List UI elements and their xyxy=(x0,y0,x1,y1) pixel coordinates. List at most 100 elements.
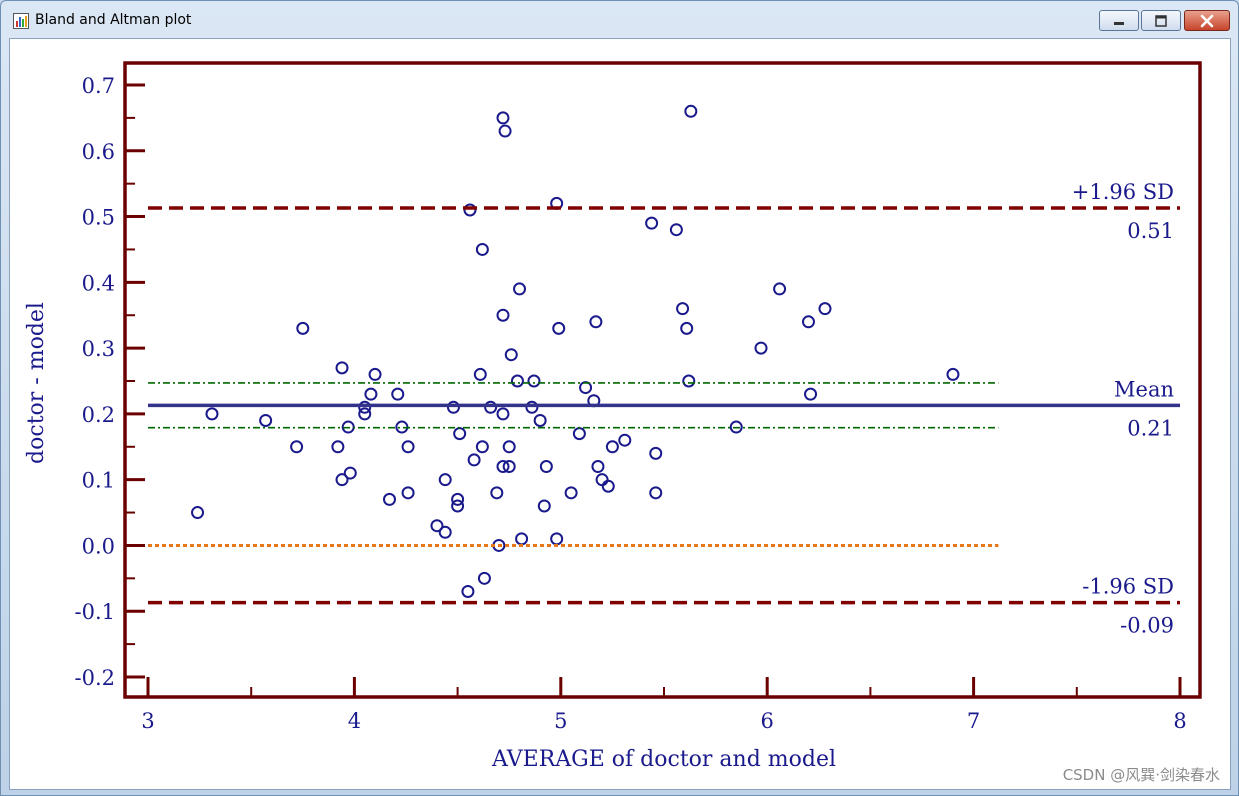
x-tick-label: 8 xyxy=(1173,709,1186,733)
data-point xyxy=(498,124,512,138)
data-point xyxy=(537,499,551,513)
data-point xyxy=(382,492,396,506)
close-icon xyxy=(1200,14,1214,27)
maximize-icon xyxy=(1155,14,1167,27)
data-point xyxy=(525,400,539,414)
data-point xyxy=(684,104,698,118)
data-point xyxy=(430,519,444,533)
data-point xyxy=(579,381,593,395)
data-point xyxy=(539,460,553,474)
lower-limit-value-label: -0.09 xyxy=(1120,614,1174,638)
data-point xyxy=(496,308,510,322)
y-tick-label: 0.0 xyxy=(82,534,115,558)
data-point xyxy=(453,427,467,441)
data-point xyxy=(605,440,619,454)
data-point xyxy=(818,302,832,316)
data-point xyxy=(290,440,304,454)
data-point xyxy=(391,387,405,401)
plot-area-container: +1.96 SD 0.51 Mean 0.21 -1.96 SD -0.09 -0.2 -0… xyxy=(9,38,1231,790)
data-point xyxy=(475,440,489,454)
data-point xyxy=(591,460,605,474)
data-point xyxy=(589,315,603,329)
x-tick-label: 6 xyxy=(761,709,774,733)
data-point xyxy=(804,387,818,401)
data-point xyxy=(496,111,510,125)
data-point xyxy=(484,400,498,414)
data-point xyxy=(364,387,378,401)
data-point xyxy=(502,460,516,474)
close-button[interactable] xyxy=(1184,10,1230,31)
x-tick-label: 4 xyxy=(348,709,361,733)
data-point xyxy=(513,282,527,296)
data-point xyxy=(510,374,524,388)
data-point xyxy=(496,460,510,474)
data-point xyxy=(504,348,518,362)
y-tick-label: 0.4 xyxy=(82,271,115,295)
minimize-icon xyxy=(1114,21,1124,25)
data-point xyxy=(946,367,960,381)
data-point xyxy=(618,433,632,447)
data-point xyxy=(358,407,372,421)
watermark-text: CSDN @风巽·剑染春水 xyxy=(1062,766,1220,784)
y-tick-label: 0.3 xyxy=(82,337,115,361)
data-point xyxy=(475,242,489,256)
x-tick-label: 7 xyxy=(967,709,980,733)
y-tick-label: 0.7 xyxy=(82,74,115,98)
data-point xyxy=(191,506,205,520)
bar-chart-icon xyxy=(13,13,29,29)
data-point xyxy=(477,571,491,585)
data-point xyxy=(649,446,663,460)
y-tick-label: 0.6 xyxy=(82,140,115,164)
data-point xyxy=(451,492,465,506)
data-point xyxy=(649,486,663,500)
data-point xyxy=(533,413,547,427)
x-tick-label: 3 xyxy=(141,709,154,733)
upper-limit-value-label: 0.51 xyxy=(1127,219,1174,243)
y-tick-label: 0.1 xyxy=(82,469,115,493)
data-point xyxy=(467,453,481,467)
data-point xyxy=(446,400,460,414)
data-point xyxy=(680,321,694,335)
y-axis-label: doctor - model xyxy=(24,302,49,464)
data-point xyxy=(801,315,815,329)
data-point xyxy=(438,473,452,487)
y-tick-label: 0.2 xyxy=(82,403,115,427)
data-point xyxy=(682,374,696,388)
data-point xyxy=(205,407,219,421)
data-point xyxy=(331,440,345,454)
mean-value-label: 0.21 xyxy=(1127,416,1174,440)
minimize-button[interactable] xyxy=(1099,10,1139,31)
data-point xyxy=(496,407,510,421)
x-tick-label: 5 xyxy=(554,709,567,733)
data-point xyxy=(773,282,787,296)
data-point xyxy=(552,321,566,335)
bland-altman-chart: +1.96 SD 0.51 Mean 0.21 -1.96 SD -0.09 -0.2 -0… xyxy=(24,61,1202,772)
maximize-button[interactable] xyxy=(1141,10,1181,31)
y-tick-label: -0.1 xyxy=(75,600,116,624)
data-point xyxy=(335,473,349,487)
data-point xyxy=(259,413,273,427)
window-title: Bland and Altman plot xyxy=(35,12,192,28)
data-point xyxy=(296,321,310,335)
plot-frame xyxy=(123,61,1202,699)
data-point xyxy=(515,532,529,546)
data-point xyxy=(451,499,465,513)
data-point xyxy=(564,486,578,500)
data-point xyxy=(572,427,586,441)
y-tick-label: 0.5 xyxy=(82,206,115,230)
data-point xyxy=(461,584,475,598)
data-point xyxy=(401,486,415,500)
title-bar[interactable]: Bland and Altman plot xyxy=(1,1,1238,39)
data-point xyxy=(358,400,372,414)
data-point xyxy=(595,473,609,487)
data-point xyxy=(645,216,659,230)
data-point xyxy=(438,525,452,539)
data-point xyxy=(401,440,415,454)
data-point xyxy=(502,440,516,454)
data-point xyxy=(527,374,541,388)
data-point xyxy=(463,203,477,217)
y-tick-label: -0.2 xyxy=(75,666,116,690)
data-point xyxy=(669,223,683,237)
data-point xyxy=(729,420,743,434)
